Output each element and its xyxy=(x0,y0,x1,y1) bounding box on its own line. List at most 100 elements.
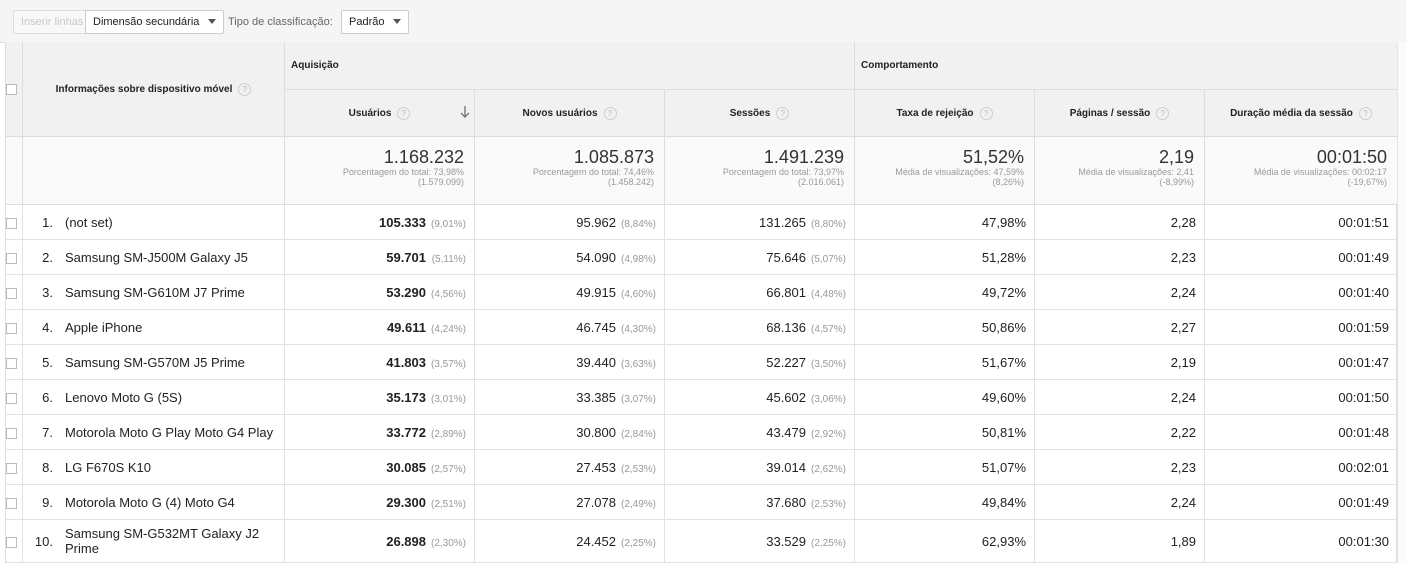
device-name-link[interactable]: LG F670S K10 xyxy=(65,460,151,475)
bounce-rate-header-label: Taxa de rejeição xyxy=(896,108,974,119)
row-users-value: 33.772 xyxy=(386,425,426,440)
table-row-dimension[interactable]: 2. Samsung SM-J500M Galaxy J5 xyxy=(23,240,285,275)
table-row-select xyxy=(6,415,23,450)
sessions-header-label: Sessões xyxy=(729,108,771,119)
row-sessions-cell: 45.602 (3,06%) xyxy=(665,380,855,415)
row-index: 9. xyxy=(42,495,53,510)
row-new-users-value: 39.440 xyxy=(576,355,616,370)
row-new-users-value: 27.453 xyxy=(576,460,616,475)
row-new-users-cell: 30.800 (2,84%) xyxy=(475,415,665,450)
help-icon[interactable]: ? xyxy=(776,106,790,120)
row-users-percent: (2,51%) xyxy=(430,499,466,510)
row-checkbox[interactable] xyxy=(6,392,17,404)
row-checkbox[interactable] xyxy=(6,536,17,548)
users-column-header[interactable]: Usuários? xyxy=(285,90,475,137)
sort-type-dropdown[interactable]: Padrão xyxy=(341,10,410,34)
totals-duration-avg: Média de visualizações: 00:02:17 xyxy=(1253,167,1387,177)
device-name-link[interactable]: Motorola Moto G (4) Moto G4 xyxy=(65,495,235,510)
device-name-link[interactable]: Samsung SM-G610M J7 Prime xyxy=(65,285,245,300)
row-duration-value: 00:01:49 xyxy=(1205,485,1398,520)
row-users-cell: 30.085 (2,57%) xyxy=(285,450,475,485)
row-pages-value: 2,22 xyxy=(1035,415,1205,450)
row-pages-value: 2,23 xyxy=(1035,240,1205,275)
avg-session-duration-header-label: Duração média da sessão xyxy=(1230,108,1353,119)
device-name-link[interactable]: (not set) xyxy=(65,215,113,230)
table-row-dimension[interactable]: 9. Motorola Moto G (4) Moto G4 xyxy=(23,485,285,520)
table-row-dimension[interactable]: 7. Motorola Moto G Play Moto G4 Play xyxy=(23,415,285,450)
select-all-checkbox[interactable] xyxy=(6,84,17,95)
row-checkbox[interactable] xyxy=(6,322,17,334)
table-row-dimension[interactable]: 1. (not set) xyxy=(23,205,285,240)
row-checkbox[interactable] xyxy=(6,357,17,369)
row-users-percent: (4,56%) xyxy=(430,289,466,300)
row-users-cell: 41.803 (3,57%) xyxy=(285,345,475,380)
totals-new-users-value: 1.085.873 xyxy=(573,147,654,167)
totals-users-pct: Porcentagem do total: 73,98% xyxy=(342,167,464,177)
dimension-header[interactable]: Informações sobre dispositivo móvel? xyxy=(23,42,285,137)
new-users-column-header[interactable]: Novos usuários? xyxy=(475,90,665,137)
row-sessions-value: 39.014 xyxy=(766,460,806,475)
table-row-dimension[interactable]: 6. Lenovo Moto G (5S) xyxy=(23,380,285,415)
row-bounce-value: 49,84% xyxy=(855,485,1035,520)
behavior-group-header: Comportamento xyxy=(855,42,1398,90)
row-bounce-value: 47,98% xyxy=(855,205,1035,240)
device-name-link[interactable]: Samsung SM-G532MT Galaxy J2 Prime xyxy=(65,526,260,556)
row-users-percent: (4,24%) xyxy=(430,324,466,335)
table-row-dimension[interactable]: 10. Samsung SM-G532MT Galaxy J2 Prime xyxy=(23,520,285,563)
row-users-value: 41.803 xyxy=(386,355,426,370)
row-sessions-cell: 68.136 (4,57%) xyxy=(665,310,855,345)
table-row-select xyxy=(6,380,23,415)
row-checkbox[interactable] xyxy=(6,497,17,509)
help-icon[interactable]: ? xyxy=(1156,106,1170,120)
row-sessions-cell: 37.680 (2,53%) xyxy=(665,485,855,520)
row-sessions-percent: (4,57%) xyxy=(810,324,846,335)
table-row-dimension[interactable]: 5. Samsung SM-G570M J5 Prime xyxy=(23,345,285,380)
row-sessions-percent: (2,62%) xyxy=(810,464,846,475)
device-name-link[interactable]: Lenovo Moto G (5S) xyxy=(65,390,183,405)
row-users-cell: 49.611 (4,24%) xyxy=(285,310,475,345)
users-header-label: Usuários xyxy=(348,108,392,119)
row-pages-value: 2,24 xyxy=(1035,485,1205,520)
row-index: 8. xyxy=(42,460,53,475)
row-new-users-cell: 33.385 (3,07%) xyxy=(475,380,665,415)
row-checkbox[interactable] xyxy=(6,462,17,474)
sort-descending-icon[interactable] xyxy=(460,104,470,120)
table-row-dimension[interactable]: 4. Apple iPhone xyxy=(23,310,285,345)
row-checkbox[interactable] xyxy=(6,217,17,229)
row-users-cell: 105.333 (9,01%) xyxy=(285,205,475,240)
help-icon[interactable]: ? xyxy=(238,82,252,96)
row-index: 7. xyxy=(42,425,53,440)
avg-session-duration-column-header[interactable]: Duração média da sessão? xyxy=(1205,90,1398,137)
table-row-select xyxy=(6,485,23,520)
row-new-users-cell: 46.745 (4,30%) xyxy=(475,310,665,345)
row-sessions-value: 37.680 xyxy=(766,495,806,510)
row-sessions-percent: (2,25%) xyxy=(810,538,846,549)
row-duration-value: 00:01:50 xyxy=(1205,380,1398,415)
row-index: 5. xyxy=(42,355,53,370)
row-checkbox[interactable] xyxy=(6,252,17,264)
table-row-dimension[interactable]: 8. LG F670S K10 xyxy=(23,450,285,485)
insert-rows-button[interactable]: Inserir linhas xyxy=(13,10,92,34)
dimension-header-label: Informações sobre dispositivo móvel xyxy=(55,84,233,95)
row-duration-value: 00:01:40 xyxy=(1205,275,1398,310)
sessions-column-header[interactable]: Sessões? xyxy=(665,90,855,137)
row-users-percent: (3,01%) xyxy=(430,394,466,405)
help-icon[interactable]: ? xyxy=(979,106,993,120)
row-sessions-percent: (8,80%) xyxy=(810,219,846,230)
bounce-rate-column-header[interactable]: Taxa de rejeição? xyxy=(855,90,1035,137)
device-name-link[interactable]: Samsung SM-J500M Galaxy J5 xyxy=(65,250,248,265)
device-name-link[interactable]: Motorola Moto G Play Moto G4 Play xyxy=(65,425,274,440)
device-name-link[interactable]: Apple iPhone xyxy=(65,320,143,335)
pages-per-session-column-header[interactable]: Páginas / sessão? xyxy=(1035,90,1205,137)
row-new-users-percent: (4,98%) xyxy=(620,254,656,265)
row-checkbox[interactable] xyxy=(6,287,17,299)
device-name-link[interactable]: Samsung SM-G570M J5 Prime xyxy=(65,355,245,370)
secondary-dimension-dropdown[interactable]: Dimensão secundária xyxy=(85,10,225,34)
row-checkbox[interactable] xyxy=(6,427,17,439)
help-icon[interactable]: ? xyxy=(603,106,617,120)
chevron-down-icon xyxy=(393,18,402,24)
table-row-dimension[interactable]: 3. Samsung SM-G610M J7 Prime xyxy=(23,275,285,310)
row-new-users-value: 49.915 xyxy=(576,285,616,300)
help-icon[interactable]: ? xyxy=(397,106,411,120)
help-icon[interactable]: ? xyxy=(1358,106,1372,120)
